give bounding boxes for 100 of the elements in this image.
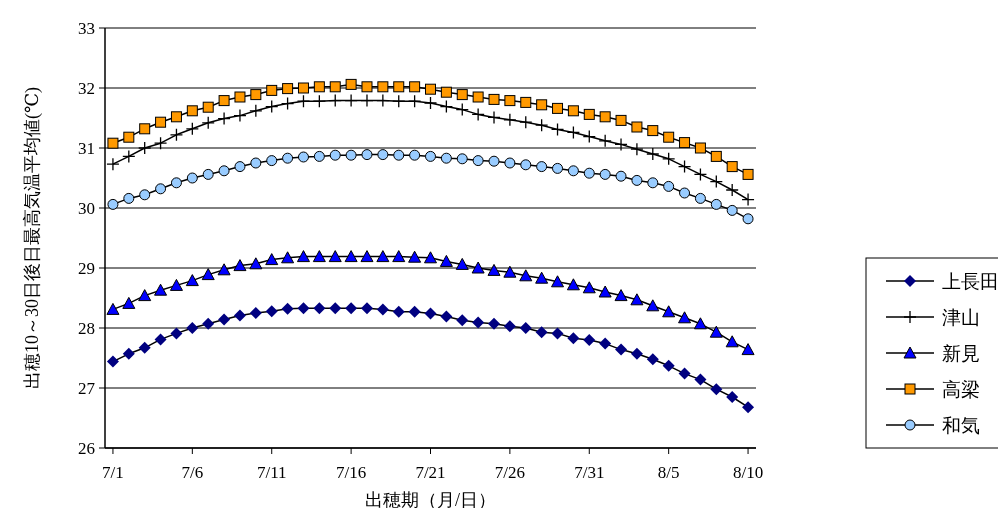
- point: [677, 159, 692, 174]
- y-tick-label: 31: [78, 138, 95, 158]
- point: [392, 305, 405, 318]
- point: [265, 99, 279, 114]
- point: [233, 108, 247, 123]
- point: [551, 327, 564, 340]
- point: [552, 162, 564, 174]
- point: [663, 131, 675, 143]
- point: [266, 84, 278, 96]
- point: [566, 125, 581, 140]
- point: [630, 293, 644, 306]
- point: [487, 263, 501, 276]
- point: [408, 250, 422, 263]
- point: [202, 317, 215, 330]
- point: [647, 177, 659, 189]
- point: [583, 334, 596, 346]
- point: [455, 102, 469, 117]
- point: [598, 134, 612, 148]
- point: [361, 81, 373, 93]
- point: [646, 353, 659, 366]
- point: [519, 115, 533, 129]
- point: [663, 180, 675, 192]
- point: [566, 278, 580, 291]
- point: [536, 161, 548, 173]
- point: [106, 355, 119, 368]
- point: [614, 137, 628, 152]
- point: [138, 141, 152, 155]
- y-tick-label: 29: [78, 258, 95, 278]
- point: [328, 93, 342, 108]
- point: [376, 303, 389, 316]
- point: [567, 105, 579, 117]
- point: [710, 198, 722, 210]
- point: [297, 151, 309, 163]
- point: [630, 347, 643, 360]
- point: [217, 111, 231, 126]
- point: [185, 274, 199, 287]
- point: [599, 111, 611, 123]
- point: [138, 289, 152, 302]
- x-tick-label: 7/31: [574, 463, 605, 482]
- x-tick-label: 7/21: [415, 463, 446, 482]
- point: [599, 168, 611, 180]
- point: [297, 82, 309, 94]
- point: [694, 142, 706, 154]
- point: [249, 104, 263, 118]
- point: [107, 198, 119, 210]
- point: [313, 81, 325, 93]
- point: [488, 155, 500, 167]
- point: [345, 78, 357, 90]
- point: [234, 161, 246, 173]
- point: [201, 116, 215, 130]
- point: [106, 302, 120, 315]
- point: [456, 89, 468, 101]
- legend-label: 和気: [942, 414, 980, 436]
- point: [233, 309, 246, 322]
- x-tick-label: 7/26: [494, 463, 526, 482]
- point: [155, 116, 167, 128]
- point: [709, 174, 723, 189]
- point: [567, 165, 579, 177]
- point: [439, 99, 454, 114]
- point: [440, 310, 453, 323]
- point: [107, 137, 119, 149]
- point: [471, 107, 485, 122]
- point: [662, 359, 675, 372]
- point: [742, 168, 754, 180]
- point: [250, 89, 262, 101]
- point: [360, 250, 374, 263]
- point: [392, 250, 406, 263]
- point: [742, 401, 755, 414]
- point: [726, 204, 738, 216]
- point: [233, 259, 247, 272]
- x-tick-label: 7/6: [181, 463, 204, 482]
- point: [297, 302, 310, 315]
- point: [646, 147, 660, 161]
- y-tick-label: 32: [78, 78, 95, 98]
- y-tick-label: 30: [78, 198, 95, 218]
- point: [360, 93, 374, 108]
- point: [266, 155, 278, 167]
- point: [408, 305, 421, 318]
- point: [488, 317, 501, 330]
- point: [631, 174, 643, 186]
- x-tick-label: 8/10: [732, 463, 764, 482]
- point: [504, 157, 516, 169]
- point: [329, 149, 341, 161]
- point: [249, 307, 262, 319]
- point: [424, 307, 437, 320]
- point: [488, 93, 500, 105]
- point: [170, 111, 182, 123]
- x-tick-label: 7/16: [335, 463, 367, 482]
- point: [345, 302, 358, 315]
- point: [694, 192, 706, 204]
- legend-label: 上長田: [942, 270, 999, 292]
- point: [312, 250, 326, 263]
- point: [218, 95, 230, 107]
- point: [344, 93, 358, 108]
- point: [249, 257, 263, 270]
- point: [393, 81, 405, 93]
- point: [153, 136, 168, 150]
- point: [202, 101, 214, 113]
- point: [725, 335, 739, 348]
- y-tick-label: 27: [78, 378, 96, 398]
